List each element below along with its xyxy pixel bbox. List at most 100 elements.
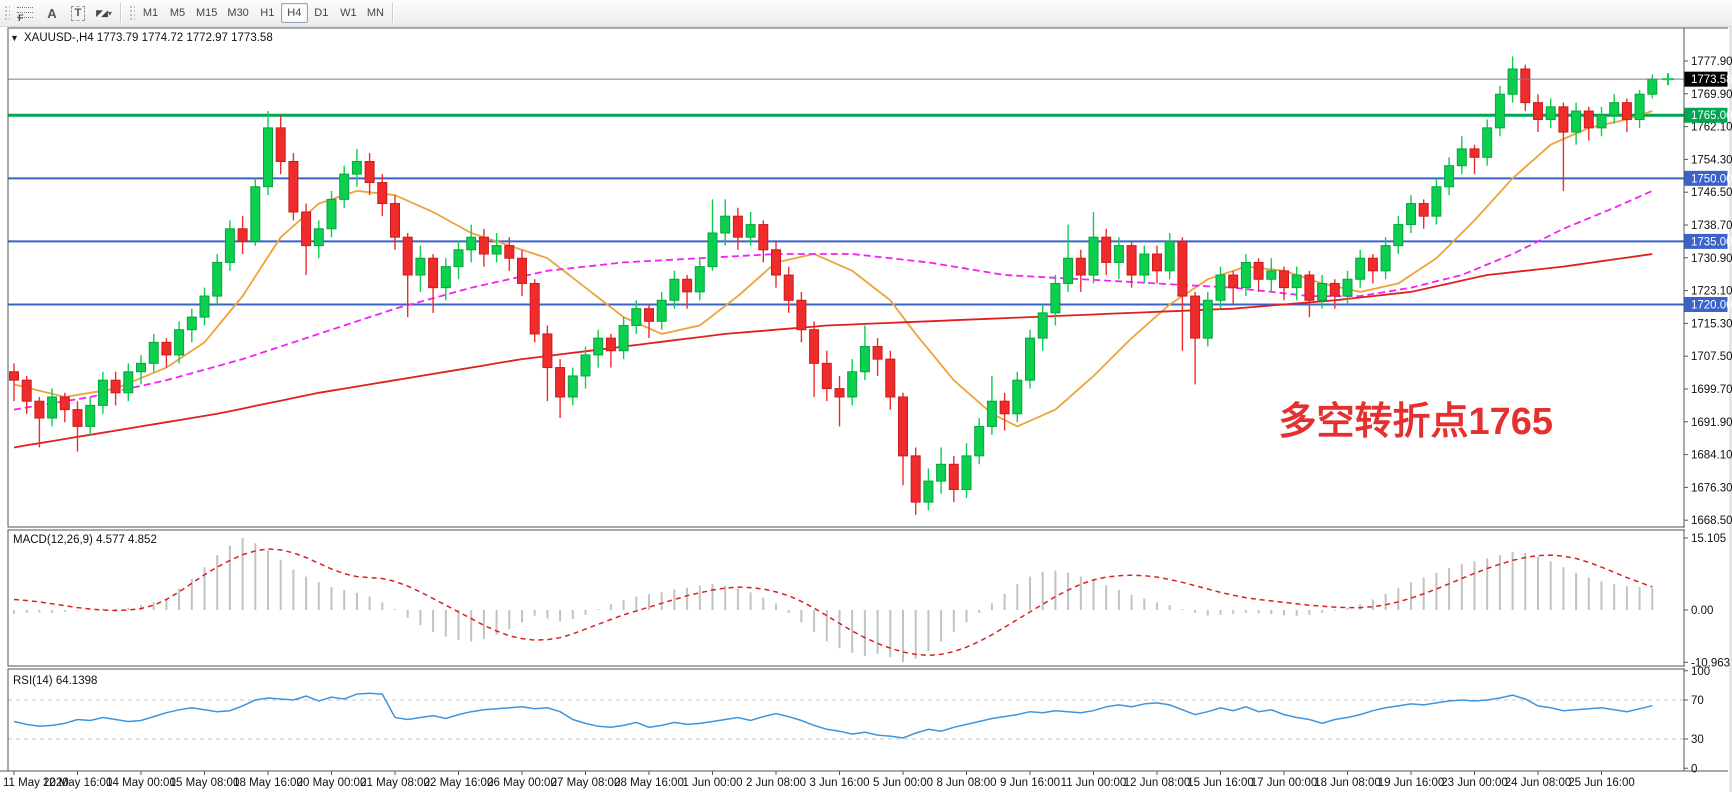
candle-body xyxy=(923,480,934,503)
price-tick-label: 1777.90 xyxy=(1691,56,1732,68)
rsi-line xyxy=(13,692,1653,739)
candle-body xyxy=(1393,224,1404,247)
draw-text-button[interactable]: A xyxy=(40,2,64,24)
fibonacci-glyph: F xyxy=(18,12,24,23)
level-badge-label: 1765.00 xyxy=(1691,110,1732,122)
candle-body xyxy=(1304,274,1315,301)
timeframe-button-d1[interactable]: D1 xyxy=(308,3,335,23)
time-tick-label: 17 Jun 00:00 xyxy=(1251,777,1318,789)
timeframe-button-h1[interactable]: H1 xyxy=(254,3,281,23)
price-level-badge xyxy=(1684,71,1728,87)
time-tick-label: 8 Jun 08:00 xyxy=(936,777,996,789)
time-tick-label: 3 Jun 16:00 xyxy=(809,777,869,789)
timeframe-button-m5[interactable]: M5 xyxy=(164,3,191,23)
arrow-styles-button[interactable]: ◤◢ ▾ xyxy=(92,2,116,24)
candle-body xyxy=(1317,282,1328,301)
ma-mid-magenta-line xyxy=(13,190,1653,411)
price-tick-label: 1691.90 xyxy=(1691,417,1732,429)
arrows-icon: ◤◢ xyxy=(96,7,108,18)
timeframe-button-h4[interactable]: H4 xyxy=(280,3,308,23)
timeframe-button-m30[interactable]: M30 xyxy=(222,3,253,23)
timeframe-button-mn[interactable]: MN xyxy=(362,3,389,23)
time-tick-label: 25 Jun 16:00 xyxy=(1568,777,1635,789)
candle-body xyxy=(1152,253,1162,272)
candle-body xyxy=(1088,236,1099,276)
price-tick-label: 1707.50 xyxy=(1691,351,1732,363)
macd-tick-label: -10.963 xyxy=(1691,657,1730,669)
main-panel-frame[interactable] xyxy=(7,27,1685,528)
candle-body xyxy=(1253,261,1264,280)
candle-body xyxy=(123,371,134,394)
candle-body xyxy=(1101,236,1112,263)
candle-body xyxy=(402,236,413,276)
candle-body xyxy=(263,127,273,188)
candle-body xyxy=(224,228,235,263)
time-tick-label: 2 Jun 08:00 xyxy=(746,777,806,789)
candle-body xyxy=(707,232,718,268)
candle-body xyxy=(1355,257,1366,280)
candle-body xyxy=(1609,102,1620,116)
price-level-badge xyxy=(1684,296,1728,312)
candle-body xyxy=(758,224,769,251)
candle-body xyxy=(97,379,108,406)
candle-body xyxy=(986,400,997,427)
candle-body xyxy=(1329,282,1340,297)
macd-panel-frame[interactable] xyxy=(7,529,1685,667)
candle-body xyxy=(1406,203,1416,226)
price-axis-column[interactable] xyxy=(1685,29,1728,770)
time-tick-label: 1 Jun 00:00 xyxy=(682,777,742,789)
candle-body xyxy=(199,295,210,318)
time-tick-label: 20 May 00:00 xyxy=(297,777,367,789)
chart-background[interactable] xyxy=(0,26,1732,792)
toolbar-drag-handle[interactable] xyxy=(128,4,135,22)
candle-body xyxy=(1063,257,1074,284)
price-tick-label: 1730.90 xyxy=(1691,253,1732,265)
candle-body xyxy=(1342,278,1353,297)
draw-text-label-button[interactable]: T xyxy=(66,2,90,24)
candle-body xyxy=(478,236,489,255)
macd-tick-label: 15.105 xyxy=(1691,533,1726,545)
level-badge-label: 1735.00 xyxy=(1691,236,1732,248)
candle-body xyxy=(961,455,972,491)
candle-body xyxy=(377,182,388,205)
candle-body xyxy=(821,362,832,390)
candle-body xyxy=(720,215,731,234)
price-tick-label: 1715.30 xyxy=(1691,318,1732,330)
candle-body xyxy=(237,228,248,242)
candle-body xyxy=(1075,257,1086,276)
timeframe-button-m1[interactable]: M1 xyxy=(137,3,164,23)
candle-body xyxy=(732,215,743,238)
candle-body xyxy=(1545,106,1556,120)
time-tick-label: 19 Jun 16:00 xyxy=(1378,777,1445,789)
candle-body xyxy=(415,257,426,276)
price-tick-label: 1746.50 xyxy=(1691,187,1732,199)
price-level-badge xyxy=(1684,233,1728,249)
line-studies-toolbar: F A T ◤◢ ▾ xyxy=(12,0,117,26)
candle-body xyxy=(34,400,45,419)
candle-body xyxy=(1533,102,1543,120)
time-tick-label: 12 Jun 08:00 xyxy=(1124,777,1191,789)
price-tick-label: 1762.10 xyxy=(1691,122,1732,134)
toolbar-separator xyxy=(391,3,394,23)
candle-body xyxy=(974,425,985,457)
time-tick-label: 5 Jun 00:00 xyxy=(873,777,933,789)
candle-body xyxy=(339,173,350,200)
fibonacci-tool-button[interactable]: F xyxy=(13,2,38,24)
timeframe-button-m15[interactable]: M15 xyxy=(191,3,222,23)
symbol-dropdown-icon[interactable]: ▼ xyxy=(10,33,19,43)
candle-body xyxy=(161,341,172,356)
toolbar-drag-handle[interactable] xyxy=(3,4,10,22)
candle-body xyxy=(390,203,400,238)
price-tick-label: 1769.90 xyxy=(1691,89,1732,101)
candle-body xyxy=(1482,127,1493,158)
candle-body xyxy=(1012,379,1023,415)
candle-body xyxy=(1291,274,1302,289)
candle-body xyxy=(910,455,921,503)
candle-body xyxy=(745,224,756,238)
timeframe-button-w1[interactable]: W1 xyxy=(335,3,362,23)
candle-body xyxy=(174,329,185,356)
candle-body xyxy=(47,396,58,419)
candle-body xyxy=(1177,240,1188,297)
candle-body xyxy=(948,463,959,491)
